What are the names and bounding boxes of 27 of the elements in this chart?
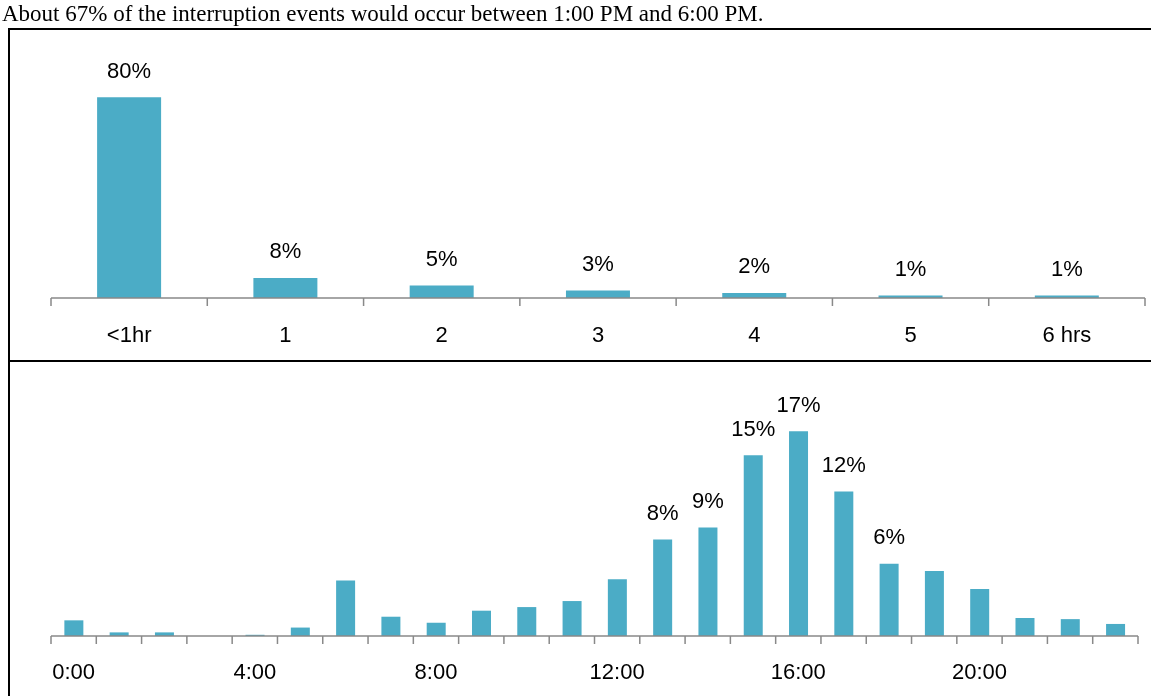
data-label: 12% [821,451,866,477]
data-label: 8% [269,238,302,264]
x-tick-label: 6 hrs [1042,321,1092,347]
x-tick-label: 20:00 [951,658,1008,684]
x-tick-label: 8:00 [414,658,458,684]
x-tick-label: 1 [279,321,292,347]
data-label: 2% [738,253,771,279]
chart-title: About 67% of the interruption events would occur between 1:00 PM and 6:00 PM. [2,1,764,27]
x-tick-label: 4 [748,321,761,347]
data-label: 6% [873,524,906,550]
x-tick-label: 16:00 [770,658,826,684]
data-label: 8% [646,500,679,526]
data-label: 1% [894,255,927,281]
data-label: 15% [731,415,776,441]
data-label: 1% [1050,255,1083,281]
x-tick-label: 4:00 [233,658,277,684]
x-tick-label: 12:00 [589,658,645,684]
x-tick-label: <1hr [106,321,152,347]
data-label: 80% [107,57,152,83]
x-tick-label: 2 [435,321,448,347]
data-label: 17% [776,391,821,417]
x-tick-label: 0:00 [52,658,96,684]
data-label: 3% [582,250,614,276]
data-label: 9% [692,488,724,514]
x-tick-label: 5 [904,321,917,347]
x-tick-label: 3 [591,321,605,347]
data-label: 5% [425,245,458,271]
